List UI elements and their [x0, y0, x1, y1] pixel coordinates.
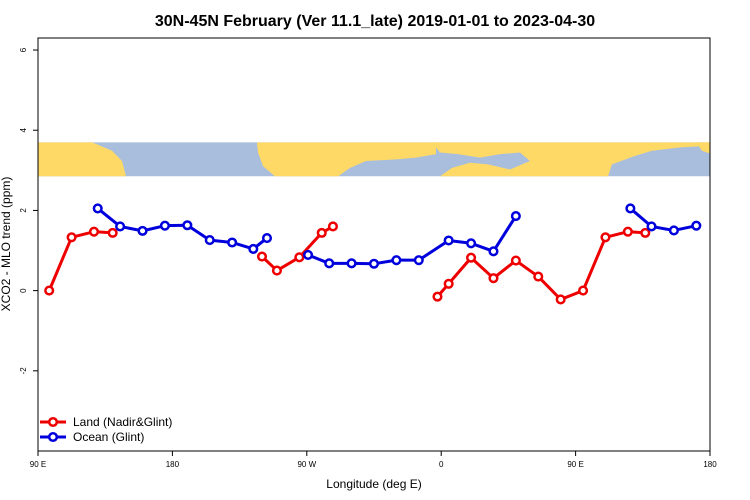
legend-entry-ocean: Ocean (Glint): [40, 430, 144, 444]
series-1-line-1: [307, 215, 518, 266]
series-0-point-2-8: [600, 232, 611, 243]
series-1-point-1-2: [346, 258, 357, 269]
series-1-point-0-5: [204, 235, 215, 246]
series-0-point-2-6: [555, 294, 566, 305]
y-axis-label: XCO2 - MLO trend (ppm): [0, 177, 13, 312]
series-1-point-0-3: [159, 220, 170, 231]
map-landmass-0: [38, 142, 126, 177]
series-0-point-2-2: [466, 252, 477, 263]
series-1-point-1-4: [391, 255, 402, 266]
y-tick-label-3: 4: [19, 127, 28, 132]
series-0-point-2-5: [533, 271, 544, 282]
series-0-point-2-4: [510, 255, 521, 266]
series-1-point-1-9: [510, 210, 521, 222]
x-tick-label-5: 180: [703, 460, 717, 469]
series-1-point-2-0: [625, 203, 636, 214]
plot-frame: [37, 37, 711, 452]
series-1-point-1-0: [302, 249, 314, 260]
y-tick-label-1: 0: [19, 288, 28, 293]
series-0-point-2-10: [640, 227, 651, 238]
y-tick-label-0: -2: [19, 367, 28, 375]
series-0-point-2-0: [432, 291, 443, 302]
map-landmass-3: [696, 142, 710, 154]
series-0-point-2-7: [578, 285, 589, 296]
x-tick-label-0: 90 E: [30, 460, 46, 469]
series-1-point-1-1: [324, 258, 335, 269]
series-1-point-2-1: [646, 221, 657, 232]
legend-label-land: Land (Nadir&Glint): [73, 415, 172, 429]
series-0-point-1-0: [256, 251, 268, 262]
series-1-point-0-7: [248, 243, 259, 254]
map-landmass-1: [257, 142, 436, 177]
legend-entry-land: Land (Nadir&Glint): [40, 415, 172, 429]
series-1-point-0-0: [92, 203, 103, 214]
x-tick-label-4: 90 E: [567, 460, 583, 469]
series-0-point-1-1: [271, 265, 282, 276]
series-0-point-1-2: [294, 252, 305, 263]
y-tick-label-2: 2: [19, 208, 28, 213]
map-landmass-2: [432, 142, 710, 177]
chart-title: 30N-45N February (Ver 11.1_late) 2019-01…: [155, 13, 595, 30]
series-1-line-2: [629, 207, 697, 232]
legend-label-ocean: Ocean (Glint): [73, 430, 144, 444]
series-1-point-0-4: [182, 220, 193, 231]
series-0-point-1-4: [327, 221, 338, 232]
series-0-point-0-1: [66, 232, 77, 243]
series-1-point-2-2: [668, 225, 679, 236]
x-axis-label: Longitude (deg E): [326, 477, 421, 491]
legend: Land (Nadir&Glint) Ocean (Glint): [40, 415, 172, 444]
series-0-point-1-3: [316, 227, 327, 238]
series-0-point-0-2: [88, 226, 100, 237]
series-1-point-1-3: [368, 258, 380, 269]
series-0-point-2-3: [488, 273, 499, 284]
series-0: [44, 221, 651, 305]
x-tick-label-3: 0: [439, 460, 444, 469]
x-axis-ticks: 90 E 180 90 W 0 90 E 180: [30, 451, 717, 469]
x-tick-label-1: 180: [166, 460, 180, 469]
series-1-point-1-8: [488, 246, 499, 257]
series-0-point-2-1: [443, 278, 454, 289]
series-1-point-0-1: [115, 221, 126, 232]
series-0-point-0-0: [44, 285, 55, 296]
series-1-point-0-2: [137, 225, 148, 236]
series-0-line-0: [47, 230, 113, 292]
y-tick-label-4: 6: [19, 47, 28, 52]
y-axis-ticks: -2 0 2 4 6: [19, 47, 38, 374]
series-1-point-1-7: [466, 238, 477, 249]
series-1-point-0-6: [227, 237, 238, 248]
series-1-point-1-6: [443, 235, 454, 246]
series-layer: [44, 203, 702, 305]
x-tick-label-2: 90 W: [297, 460, 316, 469]
series-0-point-2-9: [622, 226, 633, 237]
series-1: [92, 203, 702, 269]
world-map-strip: [38, 142, 710, 177]
series-1-point-0-8: [261, 233, 273, 244]
series-1-point-2-3: [691, 220, 702, 231]
series-0-point-0-3: [107, 227, 118, 238]
series-1-point-1-5: [413, 255, 424, 266]
